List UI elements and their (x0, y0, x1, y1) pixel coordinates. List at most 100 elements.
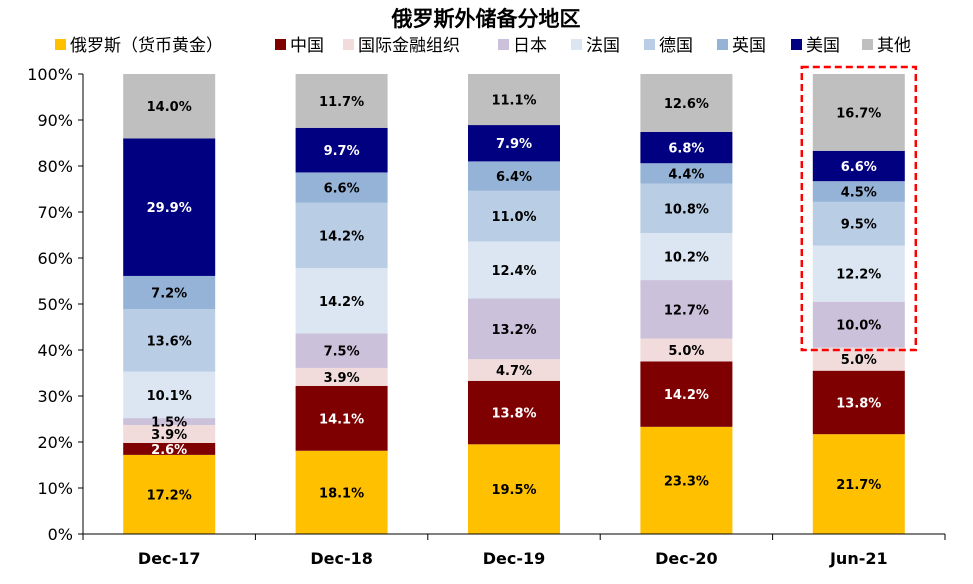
y-tick-label: 70% (37, 203, 73, 222)
y-tick-label: 30% (37, 387, 73, 406)
data-label: 14.2% (664, 388, 709, 403)
y-tick-label: 90% (37, 111, 73, 130)
data-label: 14.1% (319, 412, 364, 427)
data-label: 10.8% (664, 202, 709, 217)
chart-title: 俄罗斯外储备分地区 (391, 7, 581, 31)
legend-label: 其他 (877, 36, 911, 56)
bar-segment (640, 426, 733, 534)
data-label: 5.0% (668, 344, 704, 359)
legend-label: 中国 (290, 36, 324, 56)
bar-segment (295, 367, 388, 386)
y-tick-label: 60% (37, 249, 73, 268)
data-label: 11.0% (491, 210, 536, 225)
bar-segment (812, 245, 905, 302)
bar-segment (295, 172, 388, 203)
data-label: 4.5% (841, 186, 877, 201)
bar-segment (640, 74, 733, 132)
legend-label: 法国 (586, 36, 620, 56)
y-axis: 0% 10% 20% 30% 40% 50% 60% 70% 80% 90% 100% (27, 65, 84, 544)
bar-stack-dec-20: 23.3% 14.2% 5.0% 12.7% 10.2% 10.8% 4.4% 6.8% 12.… (640, 74, 733, 534)
legend-label: 英国 (732, 36, 766, 56)
data-label: 14.2% (319, 295, 364, 310)
bar-segment (640, 233, 733, 281)
legend-swatch (717, 39, 728, 50)
bar-segment (123, 371, 216, 419)
bar-segment (123, 309, 216, 372)
data-label: 5.0% (841, 353, 877, 368)
bar-segment (123, 418, 216, 425)
data-label: 12.7% (664, 303, 709, 318)
y-tick-label: 80% (37, 157, 73, 176)
data-label: 3.9% (324, 371, 360, 386)
bar-segment (123, 74, 216, 139)
bar-segment (640, 361, 733, 427)
bar-segment (295, 333, 388, 368)
data-label: 7.2% (151, 287, 187, 302)
data-label: 7.9% (496, 137, 532, 152)
data-label: 10.2% (664, 251, 709, 266)
bar-segment (123, 454, 216, 534)
bar-stack-jun-21: 21.7% 13.8% 5.0% 10.0% 12.2% 9.5% 4.5% 6.6% 16.7… (812, 74, 905, 534)
bar-segment (468, 125, 560, 162)
data-label: 21.7% (836, 478, 881, 493)
y-tick-label: 0% (48, 525, 73, 544)
bar-segment (812, 201, 905, 246)
y-tick-label: 10% (37, 479, 73, 498)
bar-stack-dec-17: 17.2% 2.6%3.9%1.5% 10.1% 13.6% 7.2% 29.9% 14.0… (123, 74, 216, 534)
y-tick-label: 100% (27, 65, 73, 84)
data-label: 2.6% (151, 443, 187, 458)
legend-label: 日本 (513, 36, 547, 56)
y-tick-label: 50% (37, 295, 73, 314)
bar-segment (640, 183, 733, 234)
bar-segment (468, 241, 560, 299)
bar-segment (812, 150, 905, 182)
data-label: 4.7% (496, 364, 532, 379)
data-label: 12.4% (491, 264, 536, 279)
data-label: 13.2% (491, 323, 536, 338)
x-category-label: Dec-19 (483, 549, 546, 568)
legend-label: 国际金融组织 (358, 36, 460, 56)
highlight-box-group (800, 65, 918, 352)
data-label: 23.3% (664, 474, 709, 489)
bar-segment (640, 163, 733, 184)
bar-segment (812, 74, 905, 151)
bar-segment (468, 190, 560, 242)
legend-swatch (644, 39, 655, 50)
legend-label: 美国 (806, 36, 840, 56)
legend-swatch (571, 39, 582, 50)
bar-segment (123, 275, 216, 310)
bar-segment (812, 347, 905, 371)
data-label: 3.9% (151, 428, 187, 443)
x-category-label: Dec-17 (138, 549, 201, 568)
bar-segment (295, 268, 388, 334)
data-label: 9.7% (324, 144, 360, 159)
data-label: 10.1% (147, 389, 192, 404)
data-label: 29.9% (147, 201, 192, 216)
data-label: 4.4% (668, 167, 704, 182)
data-label: 6.6% (324, 182, 360, 197)
data-label: 6.4% (496, 170, 532, 185)
data-label: 11.7% (319, 95, 364, 110)
bar-stack-dec-19: 19.5% 13.8% 4.7% 13.2% 12.4% 11.0% 6.4% 7.9% 11.… (468, 74, 560, 534)
bar-segment (812, 370, 905, 435)
bar-segment (468, 161, 560, 191)
data-label: 10.0% (836, 319, 881, 334)
bar-segment (812, 181, 905, 202)
data-label: 1.5% (151, 416, 187, 431)
data-label: 6.8% (668, 142, 704, 157)
data-label: 7.5% (324, 345, 360, 360)
data-label: 16.7% (836, 106, 881, 121)
data-label: 6.6% (841, 160, 877, 175)
data-label: 9.5% (841, 218, 877, 233)
y-tick-label: 20% (37, 433, 73, 452)
bar-segment (295, 74, 388, 128)
x-category-label: Dec-20 (655, 549, 718, 568)
bar-segment (468, 380, 560, 445)
bar-segment (640, 131, 733, 164)
bar-segment (640, 338, 733, 362)
bar-stack-dec-18: 18.1% 14.1% 3.9% 7.5% 14.2% 14.2% 6.6% 9.7% 11.7… (295, 74, 388, 534)
legend: 俄罗斯（货币黄金） 中国 国际金融组织 日本 法国 德国 英国 美国 其他 (55, 36, 911, 56)
data-label: 14.0% (147, 100, 192, 115)
bar-segment (640, 280, 733, 339)
